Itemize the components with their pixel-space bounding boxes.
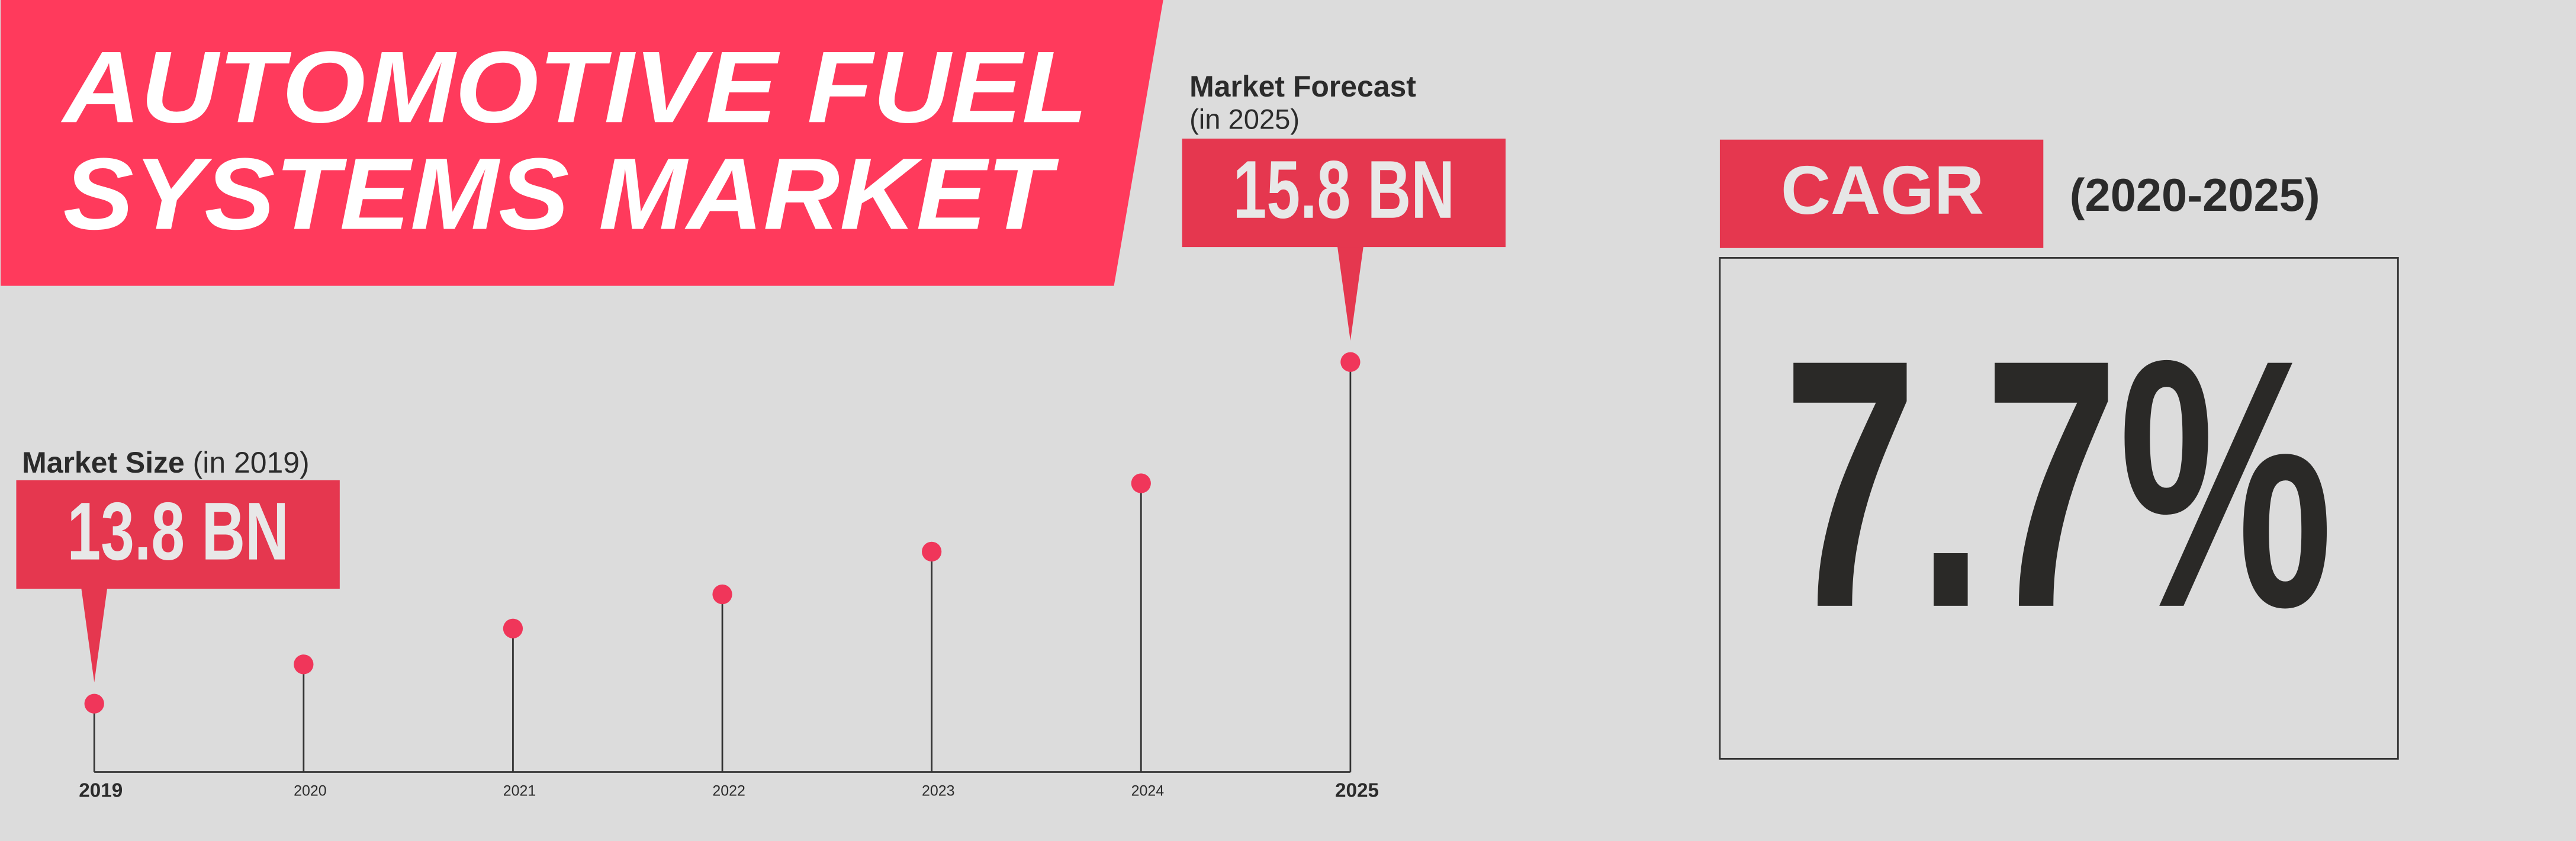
cagr-value: 7.7% [1783, 287, 2333, 681]
x-tick-label: 2023 [922, 782, 955, 799]
dot [84, 694, 104, 714]
value-label: 15.8 BN [1233, 144, 1455, 236]
title-line: AUTOMOTIVE FUEL [60, 30, 1088, 144]
x-tick-label: 2025 [1335, 780, 1379, 802]
title-banner [1, 0, 1163, 286]
annotation-title: Market Size [22, 446, 185, 479]
x-tick-label: 2021 [503, 782, 536, 799]
annotation-note: (in 2025) [1189, 104, 1300, 135]
dot [712, 584, 732, 605]
cagr-period: (2020-2025) [2070, 170, 2320, 221]
annotation-note: (in 2019) [193, 446, 310, 479]
cagr-box [1719, 257, 2399, 760]
callout-pointer [1337, 245, 1364, 341]
cagr-label: CAGR [1781, 152, 1984, 229]
callout-pointer [81, 587, 108, 683]
callout-box [16, 480, 340, 589]
dot [503, 618, 523, 638]
dot [922, 541, 942, 562]
x-tick-label: 2024 [1131, 782, 1165, 799]
title-line: SYSTEMS MARKET [63, 137, 1060, 251]
cagr-badge [1719, 139, 2044, 248]
x-tick-label: 2019 [79, 780, 123, 802]
annotation-title: Market Forecast [1189, 70, 1416, 103]
value-label: 13.8 BN [67, 486, 288, 577]
annotation: Market Size (in 2019) [22, 446, 309, 479]
x-tick-label: 2022 [712, 782, 745, 799]
dot [294, 654, 314, 675]
callout-box [1182, 139, 1506, 248]
dot [1340, 352, 1361, 372]
dot [1131, 473, 1151, 493]
x-tick-label: 2020 [294, 782, 327, 799]
